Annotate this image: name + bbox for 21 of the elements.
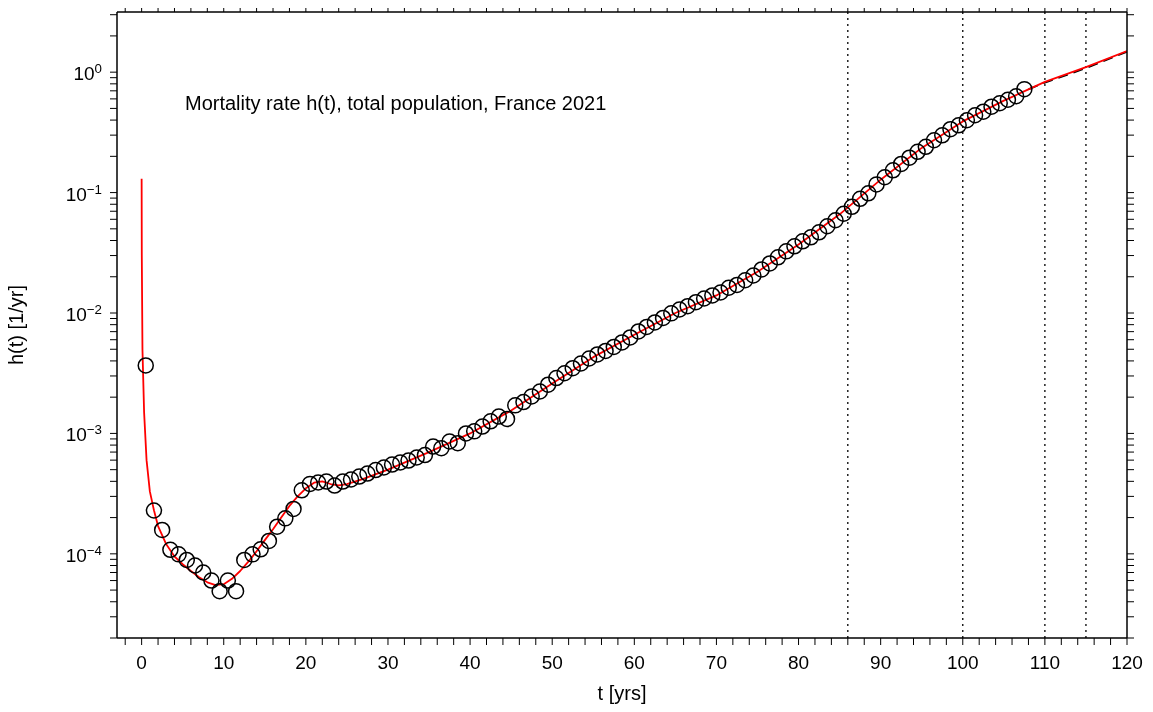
x-tick-label: 110	[1029, 652, 1061, 673]
x-tick-label: 120	[1111, 652, 1143, 673]
y-tick-label: 10$^{0}$	[73, 60, 102, 85]
x-tick-label: 0	[136, 652, 147, 673]
y-tick-label: 10$^{−2}$	[65, 301, 102, 325]
annotation: Mortality rate h(t), total population, France 2021	[185, 92, 607, 115]
x-tick-label: 70	[705, 652, 727, 673]
x-axis-title: t [yrs]	[597, 682, 647, 704]
y-tick-label: 10$^{−4}$	[65, 542, 102, 566]
x-tick-label: 90	[870, 652, 892, 673]
x-tick-label: 50	[541, 652, 563, 673]
x-tick-label: 30	[377, 652, 399, 673]
x-tick-label: 40	[459, 652, 481, 673]
x-tick-label: 20	[295, 652, 317, 673]
x-tick-label: 80	[787, 652, 810, 673]
y-axis-title: h(t) [1/yr]	[5, 284, 28, 366]
x-tick-label: 60	[623, 652, 645, 673]
y-tick-label: 10$^{−3}$	[65, 421, 102, 446]
x-tick-label: 100	[946, 652, 979, 673]
x-tick-label: 10	[213, 652, 235, 673]
y-tick-label: 10$^{−1}$	[65, 181, 102, 205]
